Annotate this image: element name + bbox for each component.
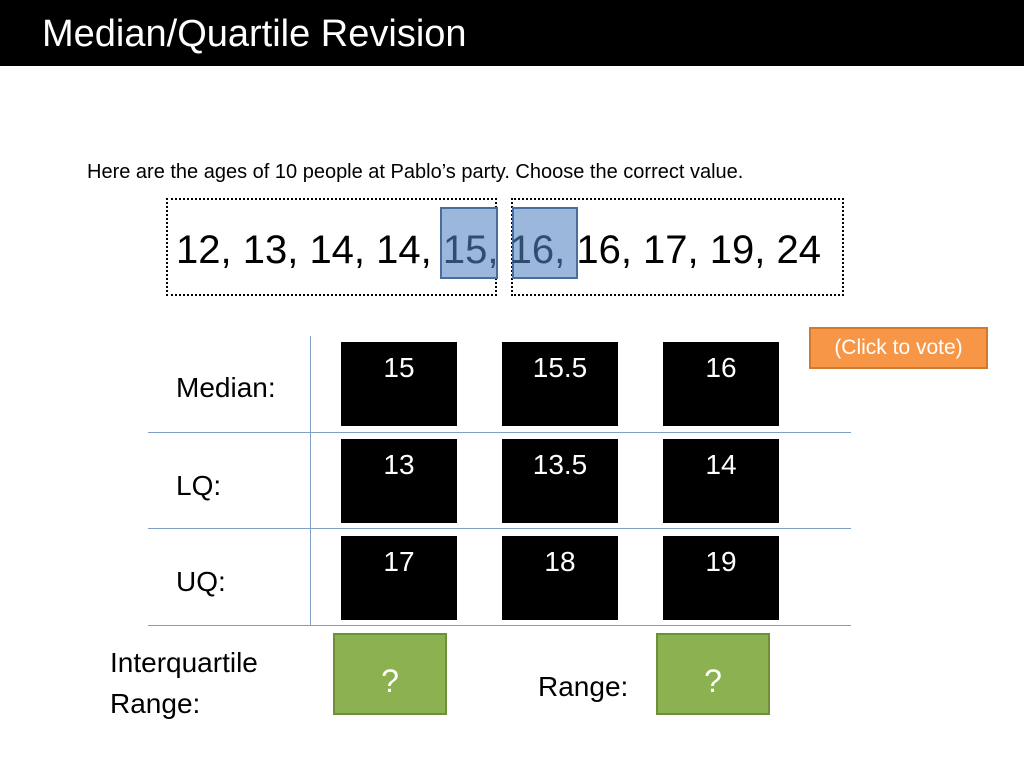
lq-label: LQ:	[176, 470, 222, 501]
table-divider-3	[148, 625, 851, 626]
option-label: 15	[383, 352, 415, 383]
option-label: 19	[705, 546, 737, 577]
range-answer-value: ?	[704, 663, 722, 699]
median-highlight-left	[440, 207, 498, 279]
click-to-vote-button[interactable]: (Click to vote)	[809, 327, 988, 369]
uq-label: UQ:	[176, 566, 226, 597]
ages-upper-values: 16, 17, 19, 24	[565, 228, 821, 272]
iqr-answer-value: ?	[381, 663, 399, 699]
option-label: 18	[544, 546, 576, 577]
option-label: 17	[383, 546, 415, 577]
ages-list: 12, 13, 14, 14, 15, 16, 16, 17, 19, 24	[176, 224, 821, 276]
median-label: Median:	[176, 372, 276, 403]
lq-option-13-5[interactable]: 13.5	[502, 439, 618, 523]
option-label: 16	[705, 352, 737, 383]
ages-highlight-2: 16,	[509, 228, 566, 272]
uq-option-18[interactable]: 18	[502, 536, 618, 620]
lq-option-14[interactable]: 14	[663, 439, 779, 523]
option-label: 13.5	[532, 449, 588, 480]
median-option-16[interactable]: 16	[663, 342, 779, 426]
table-divider-2	[148, 528, 851, 529]
range-answer-box[interactable]: ?	[656, 633, 770, 715]
option-label: 15.5	[532, 352, 588, 383]
iqr-label-line1: Interquartile	[110, 647, 258, 678]
uq-option-17[interactable]: 17	[341, 536, 457, 620]
ages-lower-values: 12, 13, 14, 14,	[176, 228, 443, 272]
iqr-answer-box[interactable]: ?	[333, 633, 447, 715]
lq-option-13[interactable]: 13	[341, 439, 457, 523]
range-label: Range:	[538, 671, 629, 702]
option-label: 13	[383, 449, 415, 480]
title-bar: Median/Quartile Revision	[0, 0, 1024, 66]
median-option-15-5[interactable]: 15.5	[502, 342, 618, 426]
page-title: Median/Quartile Revision	[42, 13, 467, 55]
ages-highlight-1: 15,	[442, 228, 499, 272]
median-highlight-right	[512, 207, 578, 279]
option-label: 14	[705, 449, 737, 480]
ages-gap	[498, 228, 509, 272]
table-divider-1	[148, 432, 851, 433]
median-option-15[interactable]: 15	[341, 342, 457, 426]
uq-option-19[interactable]: 19	[663, 536, 779, 620]
instruction-text: Here are the ages of 10 people at Pablo’…	[87, 161, 744, 183]
table-vertical-divider	[310, 336, 311, 626]
iqr-label-line2: Range:	[110, 688, 201, 719]
